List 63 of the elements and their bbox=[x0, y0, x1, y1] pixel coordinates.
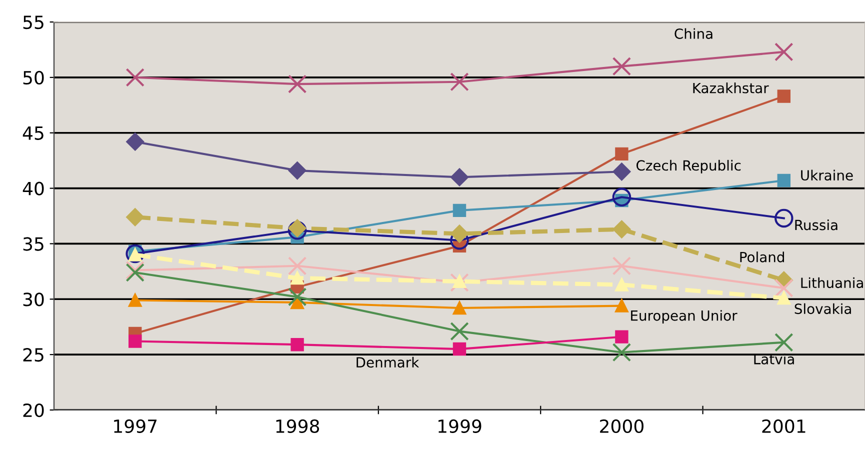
series-label: Poland bbox=[740, 252, 784, 262]
series-label: Kazakhstar bbox=[693, 82, 769, 94]
point bbox=[612, 256, 632, 276]
y-tick-label: 40 bbox=[22, 182, 44, 196]
point bbox=[126, 208, 144, 226]
y-tick-label: 35 bbox=[23, 237, 44, 251]
point bbox=[612, 220, 631, 238]
point bbox=[774, 42, 794, 62]
point bbox=[128, 294, 142, 307]
series-label: European Unior bbox=[631, 310, 738, 324]
x-tick-label: 1997 bbox=[114, 419, 157, 434]
point bbox=[612, 188, 632, 207]
point bbox=[450, 168, 468, 186]
point bbox=[450, 224, 468, 243]
point bbox=[450, 322, 469, 341]
point bbox=[777, 174, 790, 188]
series-label: Slovakia bbox=[794, 303, 851, 314]
x-tick-label: 1999 bbox=[438, 419, 482, 434]
series-label: Ukraine bbox=[801, 170, 853, 181]
y-tick-label: 30 bbox=[23, 292, 44, 306]
point bbox=[774, 208, 794, 228]
point bbox=[615, 299, 628, 312]
series-label: Czech Republic bbox=[636, 160, 741, 174]
point bbox=[452, 301, 466, 315]
y-tick-label: 55 bbox=[23, 16, 44, 30]
point bbox=[450, 72, 469, 92]
x-tick-label: 2000 bbox=[600, 419, 644, 434]
point bbox=[288, 288, 307, 306]
point bbox=[288, 256, 307, 276]
series-label: Lithuania bbox=[801, 277, 863, 288]
point bbox=[774, 278, 794, 298]
point bbox=[612, 56, 632, 76]
point bbox=[450, 273, 469, 292]
point bbox=[615, 278, 628, 292]
y-tick-label: 50 bbox=[23, 70, 44, 85]
series-label: Denmark bbox=[356, 356, 420, 368]
point bbox=[774, 333, 794, 352]
point bbox=[128, 334, 142, 348]
point bbox=[288, 162, 306, 180]
point bbox=[126, 68, 144, 87]
point bbox=[777, 90, 790, 103]
point bbox=[452, 204, 466, 218]
series-label: Russia bbox=[795, 219, 838, 230]
point bbox=[612, 342, 632, 362]
series-label: China bbox=[674, 28, 712, 39]
point bbox=[290, 338, 304, 352]
y-tick-label: 20 bbox=[23, 403, 44, 418]
y-tick-label: 45 bbox=[22, 126, 44, 140]
y-tick-label: 25 bbox=[23, 348, 44, 362]
point bbox=[777, 291, 790, 305]
point bbox=[126, 244, 144, 264]
point bbox=[452, 274, 466, 288]
x-tick-label: 2001 bbox=[762, 419, 806, 434]
point bbox=[288, 74, 307, 94]
point bbox=[290, 296, 304, 310]
point bbox=[452, 342, 466, 356]
point bbox=[615, 147, 628, 161]
x-tick-label: 1998 bbox=[276, 419, 320, 434]
point bbox=[612, 162, 631, 181]
point bbox=[290, 271, 304, 285]
point bbox=[126, 132, 144, 151]
point bbox=[615, 330, 628, 344]
series-label: Latvia bbox=[754, 354, 794, 364]
